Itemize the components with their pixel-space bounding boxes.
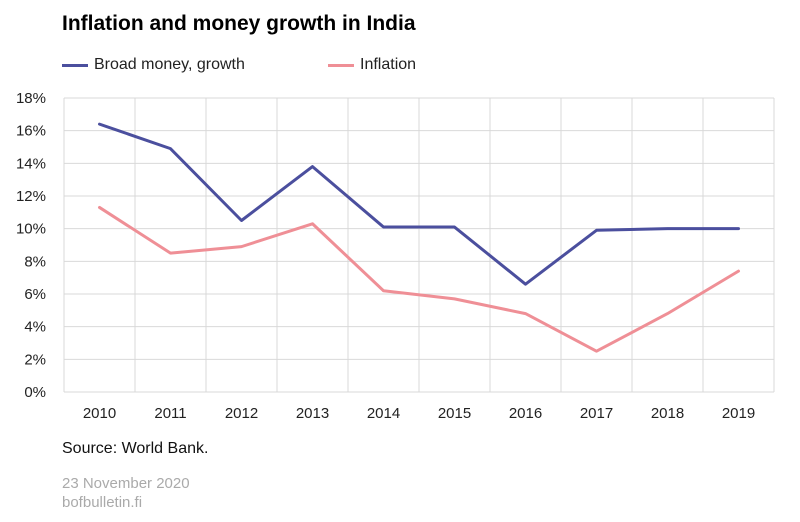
y-tick-label: 16%	[16, 123, 46, 140]
legend-label-inflation: Inflation	[360, 56, 417, 73]
x-tick-label: 2017	[580, 405, 613, 422]
legend-swatch-inflation	[328, 63, 354, 67]
y-tick-label: 12%	[16, 188, 46, 205]
series-line-broad-money	[98, 122, 740, 286]
chart-title: Inflation and money growth in India	[62, 12, 416, 35]
x-tick-label: 2012	[225, 405, 258, 422]
footer-site: bofbulletin.fi	[62, 494, 143, 511]
y-tick-label: 10%	[16, 221, 46, 238]
y-tick-label: 2%	[24, 351, 46, 368]
footer: 23 November 2020 bofbulletin.fi	[62, 474, 190, 512]
y-tick-label: 6%	[24, 286, 46, 303]
y-tick-label: 8%	[24, 253, 46, 270]
legend-label-broad-money: Broad money, growth	[94, 56, 245, 73]
footer-date: 23 November 2020	[62, 475, 190, 492]
legend-item-broad-money: Broad money, growth	[62, 56, 245, 74]
source-note: Source: World Bank.	[62, 440, 209, 457]
y-tick-label: 0%	[24, 384, 46, 401]
x-tick-label: 2014	[367, 405, 400, 422]
y-tick-label: 4%	[24, 319, 46, 336]
legend: Broad money, growth Inflation	[62, 56, 762, 78]
x-tick-label: 2013	[296, 405, 329, 422]
x-tick-label: 2010	[83, 405, 116, 422]
y-tick-label: 18%	[16, 90, 46, 107]
x-tick-label: 2018	[651, 405, 684, 422]
y-tick-label: 14%	[16, 155, 46, 172]
x-tick-label: 2011	[154, 405, 186, 422]
x-tick-label: 2016	[509, 405, 542, 422]
x-tick-label: 2019	[722, 405, 755, 422]
legend-item-inflation: Inflation	[328, 56, 416, 74]
series-line-inflation	[98, 205, 740, 353]
legend-swatch-broad-money	[62, 63, 88, 67]
x-tick-label: 2015	[438, 405, 471, 422]
